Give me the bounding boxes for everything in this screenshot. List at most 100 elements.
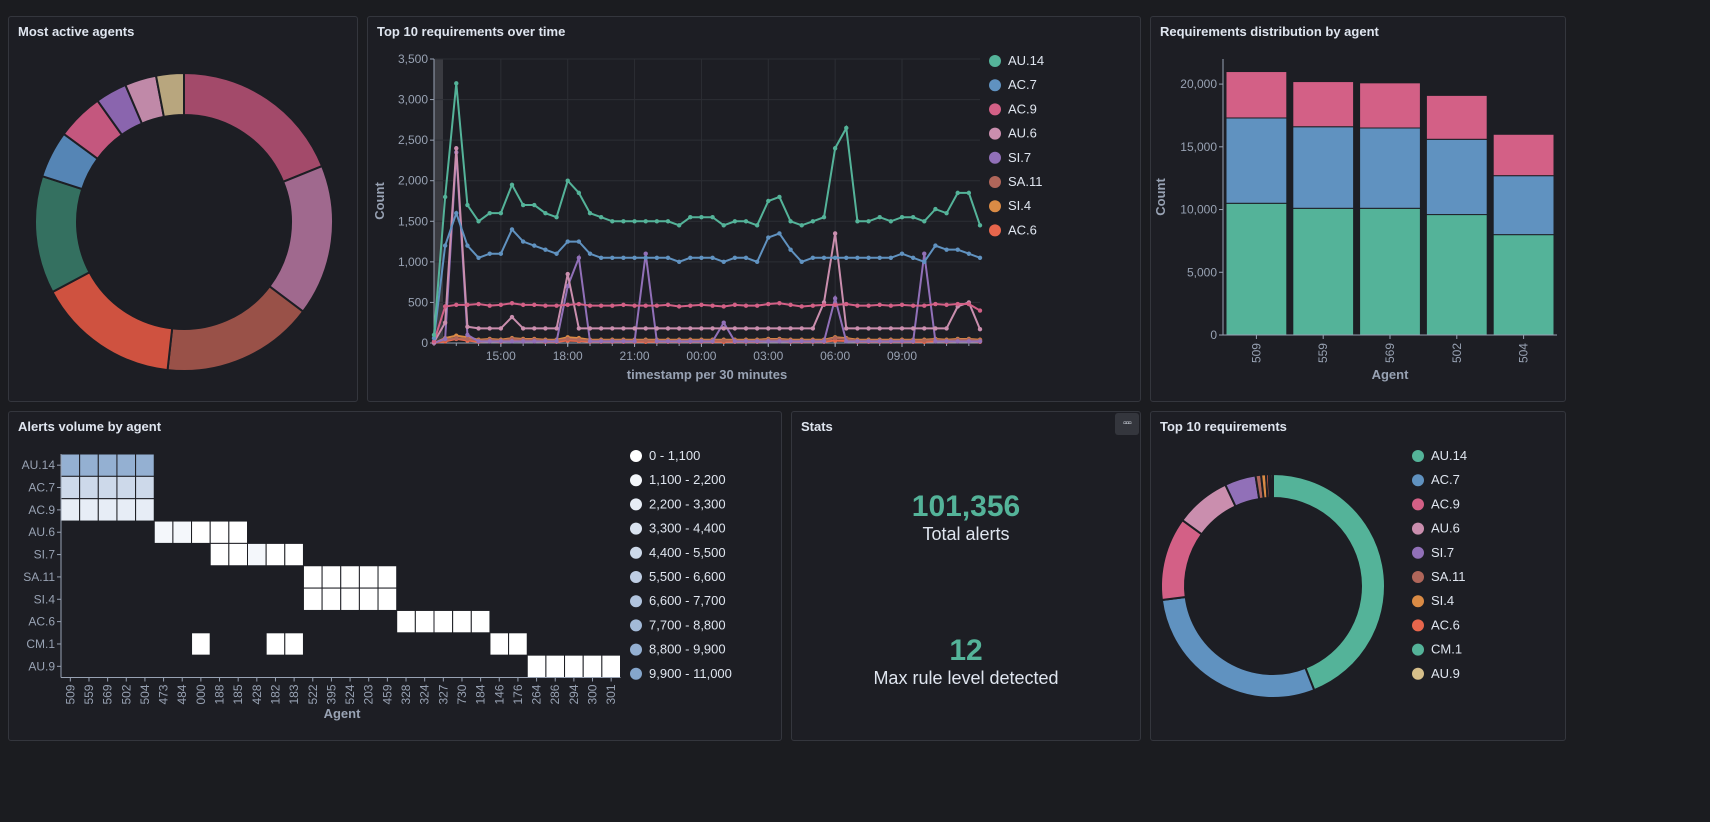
data-point [955,190,960,196]
y-tick-label: 1,500 [398,214,428,228]
data-point [565,284,570,289]
data-point [621,339,626,344]
data-point [933,301,938,307]
data-point [710,326,715,331]
data-point [665,326,671,331]
data-point [565,178,570,183]
heatmap-cell [228,542,249,567]
data-point [977,308,983,313]
heatmap-cell [302,587,323,611]
legend-marker [630,619,642,632]
data-point [465,336,470,342]
data-point [554,215,559,220]
x-tick-label: 569 [1383,343,1397,363]
data-point [799,259,804,265]
data-point [465,324,470,329]
data-point [576,337,582,342]
data-point [520,202,526,208]
heatmap-cell [79,475,99,500]
alerts-volume-chart: AU.14 AC.7 AC.9 AU.6 SI.7 SA.11 SI.4 AC.6 CM.1 AU… [22,448,732,721]
data-point [754,339,760,344]
bar-segment [1425,138,1488,216]
data-point [676,304,682,309]
data-point [587,251,593,256]
most-active-agents-panel: Most active agents [8,16,358,402]
legend-marker [630,667,642,680]
data-point [832,335,838,341]
y-tick-label: SA.11 [23,570,55,584]
data-point [699,255,704,260]
data-point [844,301,849,307]
legend-marker [630,522,642,535]
heatmap-cell [564,654,584,678]
heatmap-cell [582,654,603,678]
data-point [710,303,715,308]
data-point [832,231,838,236]
data-point [799,326,804,331]
data-point [543,247,548,252]
heatmap-cell [470,609,491,634]
most-active-agents-chart [34,71,334,372]
data-point [855,303,860,308]
data-point [810,339,816,344]
heatmap-cell [284,542,304,567]
data-point [476,301,481,307]
x-tick-label: 509 [1249,343,1263,363]
data-point [910,255,916,260]
data-point [632,219,637,224]
data-point [732,302,738,308]
data-point [777,339,782,344]
data-point [754,326,760,331]
data-point [766,326,771,331]
y-tick-label: 15,000 [1180,140,1217,154]
legend-label: AU.9 [1431,666,1460,681]
data-point [465,243,470,248]
heatmap-cell [60,453,81,477]
legend-label: SI.4 [1431,593,1454,608]
legend-marker [1412,474,1424,487]
heatmap-cell [265,632,286,656]
data-point [922,338,927,343]
data-point [855,326,860,331]
legend-marker [989,103,1001,116]
legend-marker [989,224,1001,237]
panel-options-button[interactable]: ▫▫▫ [1115,413,1139,435]
data-point [520,339,526,344]
data-point [944,339,949,344]
x-tick-label: 328 [399,684,413,704]
heatmap-cell [396,609,416,634]
data-point [654,339,660,344]
data-point [832,296,838,301]
data-point [543,339,548,344]
x-tick-label: 188 [213,684,227,704]
data-point [465,332,470,338]
x-tick-label: 286 [548,684,562,704]
y-tick-label: 2,000 [398,174,428,188]
x-tick-label: 21:00 [620,349,650,363]
legend-label: SI.4 [1008,198,1031,213]
bar-segment [1359,127,1421,209]
data-point [621,219,626,224]
data-point [844,326,849,331]
data-point [688,215,693,220]
data-point [654,303,660,308]
data-point [877,339,882,344]
data-point [866,219,871,224]
data-point [454,146,459,151]
legend-label: SI.7 [1008,150,1031,165]
data-point [766,301,771,307]
data-point [877,326,882,331]
legend-label: 7,700 - 8,800 [649,617,726,632]
data-point [777,231,782,236]
data-point [543,303,548,308]
data-point [754,303,760,308]
data-point [442,336,448,342]
heatmap-cell [302,565,323,589]
data-point [610,339,615,344]
y-tick-label: 1,000 [398,255,428,269]
legend-label: AC.6 [1008,222,1037,237]
data-point [498,326,504,331]
y-tick-label: AC.9 [28,503,55,517]
x-tick-label: 522 [306,684,320,704]
data-point [754,259,760,265]
